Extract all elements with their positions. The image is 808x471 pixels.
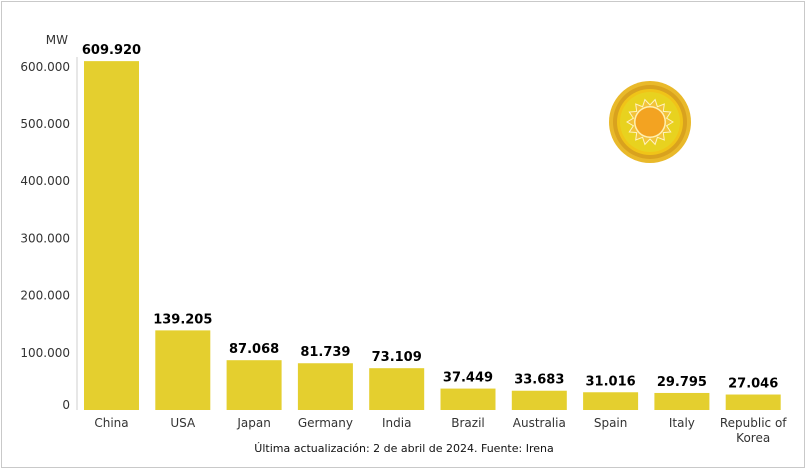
- y-axis-label: MW: [46, 33, 68, 47]
- bar: [725, 394, 781, 410]
- y-tick-label: 100.000: [20, 346, 70, 360]
- x-tick-label: Japan: [236, 416, 270, 430]
- x-tick-label: Germany: [298, 416, 353, 430]
- y-tick-label: 0: [62, 398, 70, 412]
- data-label: 29.795: [657, 375, 707, 390]
- footnote: Última actualización: 2 de abril de 2024…: [254, 442, 554, 455]
- x-tick-label: Spain: [594, 416, 628, 430]
- x-tick-label: Republic of Korea: [720, 416, 787, 445]
- bar: [583, 392, 639, 410]
- x-tick-label: Italy: [669, 416, 695, 430]
- bar: [654, 392, 710, 410]
- data-label: 609.920: [82, 43, 141, 58]
- bar: [440, 388, 496, 410]
- y-tick-label: 400.000: [20, 174, 70, 188]
- data-label: 81.739: [300, 345, 350, 360]
- x-tick-label: China: [94, 416, 128, 430]
- y-tick-label: 200.000: [20, 289, 70, 303]
- x-tick-label: Australia: [513, 416, 566, 430]
- y-tick-label: 500.000: [20, 117, 70, 131]
- bar: [297, 363, 353, 410]
- data-label: 87.068: [229, 342, 279, 357]
- data-label: 139.205: [153, 312, 212, 327]
- y-tick-label: 600.000: [20, 60, 70, 74]
- y-tick-label: 300.000: [20, 231, 70, 245]
- bar: [511, 390, 567, 410]
- bar: [84, 61, 139, 410]
- bar: [369, 368, 425, 410]
- data-label: 33.683: [514, 373, 564, 388]
- data-label: 27.046: [728, 377, 778, 392]
- data-label: 37.449: [443, 371, 493, 386]
- bar: [226, 360, 282, 410]
- bar: [155, 330, 211, 410]
- data-label: 73.109: [372, 350, 422, 365]
- x-tick-label: Brazil: [451, 416, 485, 430]
- x-tick-label: India: [382, 416, 411, 430]
- sun-icon: [609, 81, 691, 163]
- x-tick-label: USA: [170, 416, 196, 430]
- data-label: 31.016: [586, 374, 636, 389]
